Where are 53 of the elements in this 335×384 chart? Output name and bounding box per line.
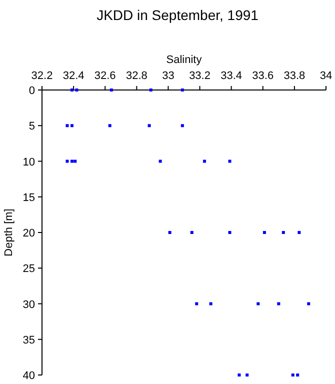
point bbox=[238, 374, 241, 376]
point bbox=[110, 88, 113, 92]
point bbox=[75, 88, 78, 92]
point bbox=[180, 124, 184, 128]
point bbox=[70, 124, 74, 128]
point bbox=[228, 160, 232, 163]
point bbox=[262, 231, 266, 234]
y-axis-title: Depth [m] bbox=[3, 208, 15, 256]
point bbox=[148, 124, 151, 128]
point bbox=[296, 374, 300, 376]
x-tick-label: 34 bbox=[320, 70, 332, 82]
point bbox=[282, 231, 285, 234]
y-tick-label: 20 bbox=[22, 228, 35, 240]
point bbox=[203, 160, 206, 163]
x-tick-label: 33.8 bbox=[284, 70, 306, 82]
x-tick-label: 32.6 bbox=[94, 70, 116, 82]
point bbox=[149, 88, 152, 92]
point bbox=[168, 231, 172, 234]
point bbox=[246, 374, 249, 376]
x-tick-label: 33 bbox=[162, 70, 174, 82]
point bbox=[70, 88, 74, 92]
point bbox=[66, 160, 69, 163]
y-tick-label: 30 bbox=[22, 298, 35, 311]
point bbox=[256, 302, 260, 306]
x-axis-title: Salinity bbox=[166, 54, 202, 66]
point bbox=[195, 302, 198, 306]
x-tick-label: 33.6 bbox=[252, 70, 274, 82]
y-tick-label: 15 bbox=[22, 192, 35, 204]
x-tick-label: 33.2 bbox=[189, 70, 210, 82]
point bbox=[277, 302, 280, 306]
y-tick-label: 35 bbox=[22, 334, 35, 346]
x-tick-label: 32.8 bbox=[126, 70, 148, 82]
chart-title: JKDD in September, 1991 bbox=[96, 7, 259, 23]
y-tick-label: 0 bbox=[28, 85, 35, 97]
point bbox=[66, 124, 69, 128]
point bbox=[298, 231, 301, 234]
y-tick-label: 10 bbox=[22, 156, 35, 168]
y-tick-label: 5 bbox=[28, 120, 35, 133]
point bbox=[74, 160, 77, 163]
x-tick-label: 32.2 bbox=[31, 70, 53, 82]
point bbox=[291, 374, 294, 376]
point bbox=[228, 231, 232, 234]
point bbox=[209, 302, 212, 306]
point bbox=[70, 160, 74, 163]
y-tick-label: 25 bbox=[22, 263, 35, 276]
x-tick-label: 32.4 bbox=[62, 70, 84, 82]
x-tick-label: 33.4 bbox=[220, 70, 242, 82]
y-tick-label: 40 bbox=[22, 370, 35, 382]
point bbox=[190, 231, 194, 234]
point bbox=[307, 302, 310, 306]
point bbox=[158, 160, 162, 163]
point bbox=[108, 124, 112, 128]
point bbox=[180, 88, 184, 92]
